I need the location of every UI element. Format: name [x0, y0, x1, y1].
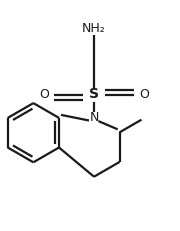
- Text: S: S: [89, 88, 99, 101]
- Text: N: N: [89, 111, 99, 124]
- Text: NH₂: NH₂: [82, 22, 106, 35]
- Text: O: O: [39, 88, 49, 101]
- Text: O: O: [139, 88, 149, 101]
